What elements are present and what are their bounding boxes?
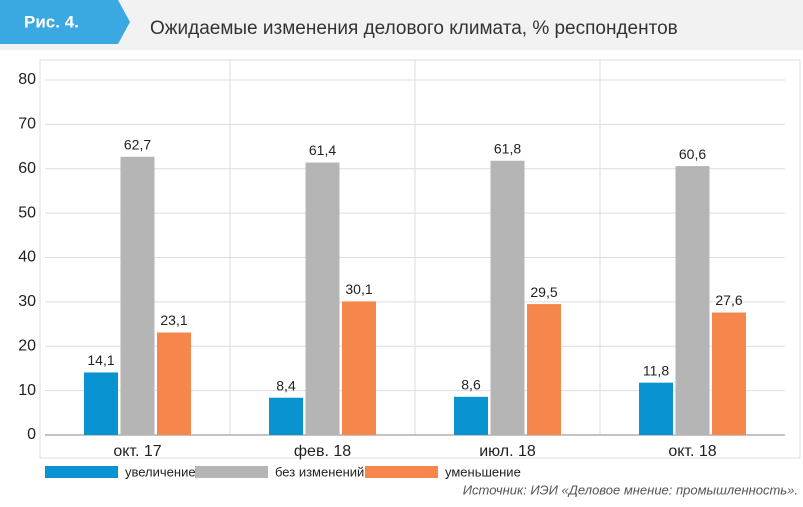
bar — [675, 166, 710, 435]
value-label: 30,1 — [345, 281, 372, 297]
x-tick-label: окт. 17 — [113, 443, 161, 460]
value-label: 61,8 — [494, 140, 521, 156]
y-tick-label: 40 — [18, 249, 36, 266]
bar — [342, 301, 376, 435]
value-label: 14,1 — [87, 352, 114, 368]
x-tick-label: фев. 18 — [294, 443, 351, 460]
value-label: 8,4 — [276, 377, 296, 393]
value-label: 11,8 — [643, 362, 669, 378]
source: Источник: ИЭИ «Деловое мнение: промышлен… — [463, 482, 798, 497]
header-band — [0, 0, 803, 50]
legend-label: без изменений — [275, 464, 364, 479]
bar — [269, 397, 303, 435]
plot-frame — [39, 59, 801, 459]
legend-label: увеличение — [125, 464, 196, 479]
bar — [490, 160, 525, 435]
bar — [454, 396, 488, 435]
value-label: 61,4 — [309, 142, 336, 158]
bar — [157, 332, 191, 435]
bar — [305, 162, 340, 435]
value-label: 29,5 — [530, 284, 557, 300]
chart-title: Ожидаемые изменения делового климата, % … — [150, 18, 678, 39]
badge-shape — [0, 0, 130, 44]
bar — [84, 372, 118, 435]
badge: Рис. 4. — [24, 12, 79, 31]
y-tick-label: 10 — [18, 382, 36, 399]
value-label: 23,1 — [160, 312, 187, 328]
x-tick-label: окт. 18 — [668, 443, 716, 460]
bar — [712, 312, 746, 435]
y-tick-label: 50 — [18, 204, 36, 221]
bar — [120, 156, 155, 436]
y-tick-label: 0 — [27, 426, 36, 443]
value-label: 8,6 — [461, 377, 481, 393]
value-label: 62,7 — [124, 136, 151, 152]
y-tick-label: 20 — [18, 337, 36, 354]
y-tick-label: 70 — [18, 116, 36, 133]
y-tick-label: 60 — [18, 160, 36, 177]
bar — [527, 304, 561, 435]
bar — [639, 382, 673, 435]
value-label: 60,6 — [679, 146, 706, 162]
legend-swatch — [45, 466, 118, 478]
legend-swatch — [195, 466, 268, 478]
x-tick-label: июл. 18 — [479, 443, 536, 460]
value-label: 27,6 — [715, 292, 742, 308]
y-tick-label: 80 — [18, 71, 36, 88]
legend-label: уменьшение — [445, 464, 521, 479]
y-tick-label: 30 — [18, 293, 36, 310]
legend-swatch — [365, 466, 438, 478]
